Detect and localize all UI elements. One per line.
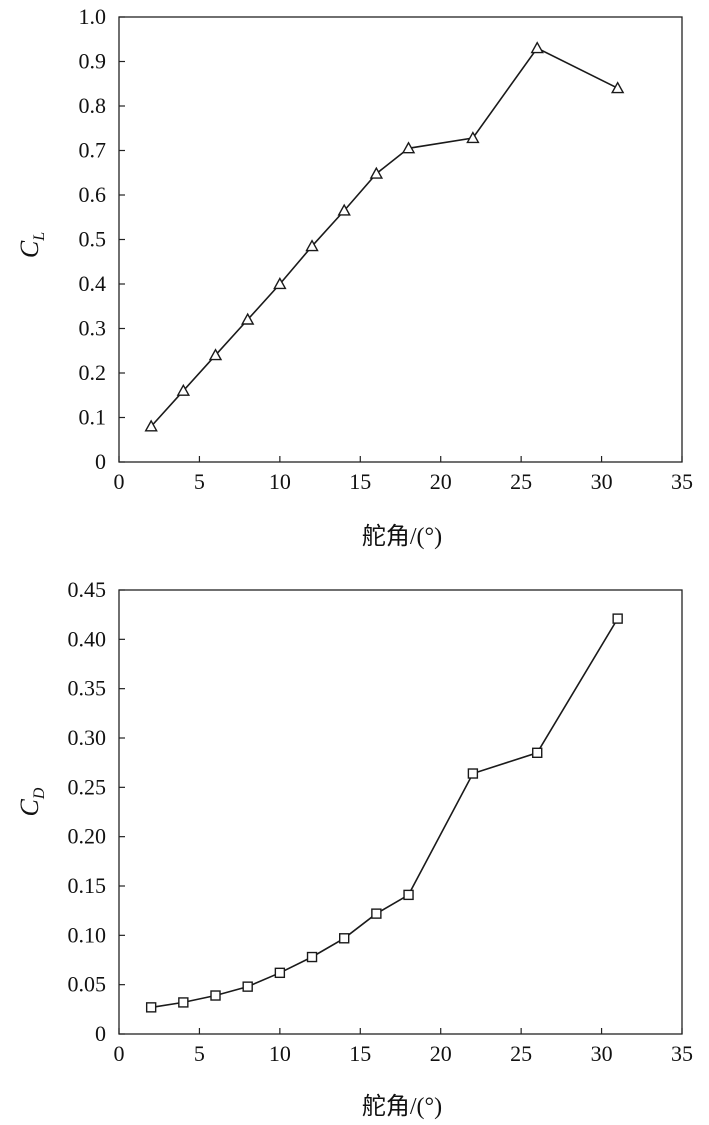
data-point-triangle — [176, 383, 191, 396]
data-point-square — [339, 933, 350, 944]
x-tick-label: 15 — [349, 469, 371, 494]
y-tick-label: 0.6 — [79, 182, 107, 207]
y-tick-label: 0 — [95, 449, 106, 474]
y-tick-label: 0.30 — [68, 725, 107, 750]
data-point-square — [145, 1002, 157, 1013]
x-tick-label: 15 — [349, 1041, 371, 1066]
y-tick-label: 0.20 — [68, 824, 107, 849]
y-tick-label: 0.2 — [79, 360, 107, 385]
data-point-triangle — [530, 41, 544, 54]
x-tick-label: 5 — [194, 469, 205, 494]
x-tick-label: 5 — [194, 1041, 205, 1066]
data-point-square — [210, 990, 221, 1001]
y-tick-label: 0.1 — [79, 405, 107, 430]
x-tick-label: 30 — [591, 1041, 613, 1066]
y-tick-label: 0.5 — [79, 227, 107, 252]
y-tick-label: 0.3 — [79, 316, 107, 341]
data-point-square — [274, 967, 286, 979]
y-tick-label: 0.7 — [79, 138, 107, 163]
y-tick-label: 1.0 — [79, 4, 107, 29]
x-tick-label: 0 — [114, 1041, 125, 1066]
x-axis-label: 舵角/(°) — [362, 1093, 442, 1120]
y-tick-label: 0.9 — [79, 49, 107, 74]
data-point-square — [403, 889, 414, 901]
x-tick-label: 10 — [269, 1041, 291, 1066]
y-tick-label: 0.10 — [68, 922, 107, 947]
data-point-square — [306, 951, 318, 963]
data-point-square — [178, 997, 189, 1008]
data-point-triangle — [144, 419, 158, 432]
data-point-triangle — [273, 277, 287, 290]
x-tick-label: 10 — [269, 469, 291, 494]
y-tick-label: 0.8 — [79, 93, 107, 118]
data-point-square — [532, 747, 543, 759]
data-point-square — [242, 981, 253, 992]
y-tick-label: 0.15 — [68, 873, 107, 898]
x-axis-label: 舵角/(°) — [362, 523, 442, 550]
x-tick-label: 30 — [591, 469, 613, 494]
data-point-triangle — [337, 203, 351, 216]
plot-area: 0 5 10 15 20 25 30 35 0 0.1 0.2 0.3 0.4 0.5 0.6 0.7 0.8 0… — [79, 4, 694, 494]
y-axis-label: CD — [15, 787, 48, 816]
x-tick-label: 35 — [671, 469, 693, 494]
y-tick-label: 0.45 — [68, 577, 107, 602]
data-point-triangle — [369, 166, 384, 179]
y-tick-label: 0.35 — [68, 676, 107, 701]
data-point-triangle — [610, 81, 625, 94]
data-point-square — [612, 613, 623, 624]
y-tick-label: 0.25 — [68, 774, 107, 799]
data-point-square — [467, 768, 479, 779]
lift-coefficient-chart: 0 5 10 15 20 25 30 35 0 0.1 0.2 0.3 0.4 0.5 0.6 0.7 0.8 0… — [15, 4, 694, 550]
plot-frame — [118, 16, 683, 463]
x-tick-label: 0 — [114, 469, 125, 494]
x-tick-label: 25 — [510, 1041, 532, 1066]
x-tick-label: 25 — [510, 469, 532, 494]
data-point-triangle — [466, 131, 480, 144]
y-tick-label: 0.40 — [68, 626, 107, 651]
data-point-triangle — [208, 348, 223, 361]
drag-coefficient-chart: 0 5 10 15 20 25 30 35 0 0.05 0.10 0.15 0.20 0.25 0.30 0… — [15, 577, 694, 1120]
plot-area: 0 5 10 15 20 25 30 35 0 0.05 0.10 0.15 0.20 0.25 0.30 0… — [68, 577, 694, 1066]
y-tick-label: 0 — [95, 1021, 106, 1046]
data-point-triangle — [305, 239, 319, 252]
series-line — [150, 47, 619, 427]
y-axis-label: CL — [15, 232, 48, 258]
series-line — [151, 618, 619, 1009]
plot-frame — [118, 589, 683, 1035]
data-point-triangle — [401, 141, 416, 154]
data-point-square — [371, 908, 382, 919]
x-tick-label: 35 — [671, 1041, 693, 1066]
x-tick-label: 20 — [430, 469, 452, 494]
data-point-triangle — [240, 312, 255, 325]
y-tick-label: 0.05 — [68, 972, 107, 997]
y-tick-label: 0.4 — [79, 271, 107, 296]
x-tick-label: 20 — [430, 1041, 452, 1066]
